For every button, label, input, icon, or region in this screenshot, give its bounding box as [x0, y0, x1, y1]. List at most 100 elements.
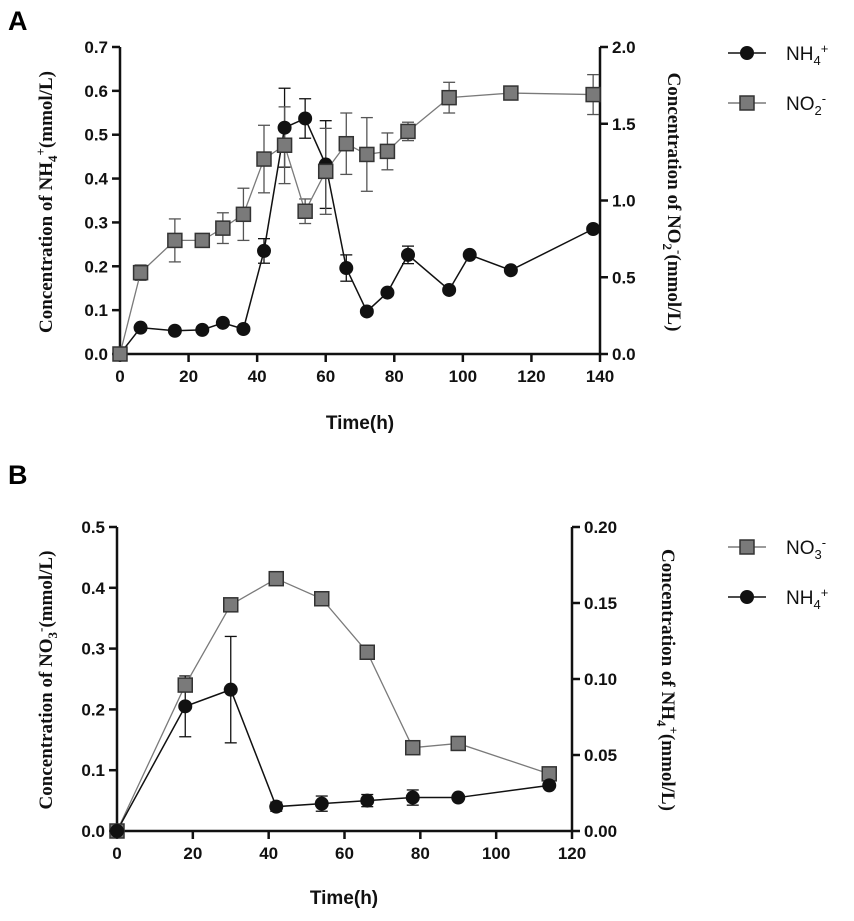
- panel-a-left-tick-label: 0.5: [84, 126, 108, 145]
- panel-b-nh4-point: [451, 790, 466, 805]
- panel-a-nh4-point: [167, 323, 182, 338]
- panel-a-nh4-point: [401, 247, 415, 262]
- panel-a-x-tick-label: 0: [115, 367, 124, 386]
- panel-b-right-axis-title: Concentration of NH4+(mmol/L): [654, 549, 681, 811]
- panel-a-legend: NH4+ NO2-: [728, 41, 828, 118]
- panel-a-labels: Time(h) Concentration of NH4+(mmol/L) Co…: [33, 71, 687, 434]
- panel-b-markers: [109, 570, 557, 839]
- panel-a-left-tick-label: 0.4: [84, 170, 108, 189]
- chart-panel-b: 0 20 40 60 80 100 120 0.0 0.1 0.2 0.3 0.4 0.5 0.00 0.0…: [33, 518, 828, 909]
- panel-a-right-tick-label: 0.5: [612, 268, 636, 287]
- panel-a-right-axis-title: Concentration of NO2-(mmol/L): [660, 73, 687, 332]
- panel-a-nh4-point: [339, 261, 354, 276]
- panel-b-error-bars: [179, 635, 419, 812]
- panel-a-series-lines: [119, 92, 594, 355]
- panel-b-right-tick-label: 0.05: [584, 746, 617, 765]
- panel-b-right-tick-label: 0.00: [584, 822, 617, 841]
- panel-a-x-axis-title: Time(h): [326, 413, 394, 434]
- panel-letter-a: A: [8, 6, 28, 36]
- panel-b-no3-point: [268, 570, 284, 587]
- panel-a-no2-point: [215, 220, 231, 236]
- panel-b-x-tick-label: 120: [558, 844, 586, 863]
- panel-a-x-tick-label: 80: [385, 367, 404, 386]
- panel-b-right-tick-label: 0.20: [584, 518, 617, 537]
- chart-panel-a: 0 20 40 60 80 100 120 140 0.0 0.1 0.2 0.3 0.4 0.5 0.6 0…: [33, 38, 828, 434]
- panel-b-x-tick-label: 0: [112, 844, 121, 863]
- panel-a-nh4-point: [236, 322, 251, 337]
- panel-a-left-tick-label: 0.6: [84, 82, 108, 101]
- panel-b-x-axis-title: Time(h): [310, 888, 378, 909]
- panel-a-x-tick-label: 40: [248, 367, 267, 386]
- panel-a-no2-point: [235, 206, 252, 223]
- panel-a-nh4-point: [133, 320, 148, 335]
- panel-b-nh4-point: [405, 790, 420, 805]
- panel-a-nh4-point: [462, 247, 477, 262]
- panel-a-axes: 0 20 40 60 80 100 120 140 0.0 0.1 0.2 0.3 0.4 0.5 0.6 0…: [84, 38, 635, 386]
- panel-a-x-tick-label: 140: [586, 367, 614, 386]
- panel-a-no2-point: [585, 86, 601, 103]
- panel-a-left-tick-label: 0.1: [84, 301, 108, 320]
- panel-a-nh4-point: [359, 304, 374, 319]
- panel-letter-b: B: [8, 460, 28, 490]
- panel-a-no2-point: [379, 143, 396, 160]
- panel-b-x-tick-label: 40: [259, 844, 278, 863]
- panel-a-x-tick-label: 20: [179, 367, 198, 386]
- panel-b-nh4-point: [360, 793, 375, 808]
- panel-b-left-tick-label: 0.3: [81, 640, 105, 659]
- panel-b-nh4-point: [269, 799, 284, 814]
- panel-a-no2-point: [112, 346, 128, 362]
- panel-a-markers: [112, 85, 601, 362]
- panel-a-no2-line: [119, 92, 594, 355]
- panel-a-nh4-point: [298, 111, 313, 126]
- panel-a-x-tick-label: 60: [316, 367, 335, 386]
- panel-a-nh4-point: [195, 322, 210, 337]
- panel-b-nh4-point: [110, 824, 124, 838]
- panel-b-nh4-point: [178, 699, 193, 714]
- panel-a-no2-point: [167, 232, 183, 249]
- panel-b-x-tick-label: 60: [335, 844, 354, 863]
- panel-a-left-tick-label: 0.2: [84, 257, 108, 276]
- panel-b-nh4-point: [314, 796, 329, 811]
- panel-a-x-tick-label: 100: [449, 367, 477, 386]
- svg-text:NO2-: NO2-: [786, 91, 826, 118]
- panel-b-left-tick-label: 0.0: [81, 822, 105, 841]
- panel-a-nh4-point: [215, 315, 230, 330]
- panel-a-nh4-point: [442, 282, 457, 297]
- legend-item-no3: NO3-: [728, 535, 826, 562]
- panel-b-no3-point: [177, 677, 193, 693]
- panel-b-no3-point: [450, 735, 466, 752]
- legend-item-no2: NO2-: [728, 91, 826, 118]
- panel-a-no2-point: [297, 203, 313, 219]
- panel-b-left-axis-title: Concentration of NO3-(mmol/L): [33, 551, 60, 810]
- panel-a-left-axis-title: Concentration of NH4+(mmol/L): [33, 71, 60, 333]
- panel-b-x-tick-label: 80: [411, 844, 430, 863]
- panel-b-nh4-point: [542, 778, 557, 793]
- panel-a-nh4-point: [586, 222, 601, 237]
- panel-b-left-tick-label: 0.1: [81, 761, 105, 780]
- panel-a-right-tick-label: 2.0: [612, 38, 636, 57]
- svg-text:NH4+: NH4+: [786, 41, 828, 68]
- panel-a-nh4-point: [380, 285, 395, 300]
- panel-b-x-tick-label: 100: [482, 844, 510, 863]
- panel-a-no2-point: [338, 135, 355, 152]
- panel-a-nh4-point: [277, 120, 292, 135]
- panel-b-x-tick-label: 20: [183, 844, 202, 863]
- panel-a-no2-point: [256, 151, 272, 167]
- legend-item-nh4-b: NH4+: [728, 585, 828, 612]
- panel-b-left-tick-label: 0.5: [81, 518, 105, 537]
- svg-text:NO3-: NO3-: [786, 535, 826, 562]
- panel-a-left-tick-label: 0.7: [84, 38, 108, 57]
- panel-a-nh4-line: [119, 117, 594, 355]
- panel-a-right-tick-label: 0.0: [612, 345, 636, 364]
- panel-b-left-tick-label: 0.2: [81, 700, 105, 719]
- panel-b-axes: 0 20 40 60 80 100 120 0.0 0.1 0.2 0.3 0.4 0.5 0.00 0.0…: [81, 518, 617, 863]
- panel-a-left-tick-label: 0.3: [84, 213, 108, 232]
- panel-a-nh4-point: [257, 243, 271, 258]
- panel-b-nh4-point: [223, 682, 238, 697]
- panel-a-left-tick-label: 0.0: [84, 345, 108, 364]
- panel-a-error-bars: [134, 73, 600, 282]
- svg-text:NH4+: NH4+: [786, 585, 828, 612]
- panel-a-right-tick-label: 1.5: [612, 115, 636, 134]
- panel-a-no2-point: [132, 264, 149, 281]
